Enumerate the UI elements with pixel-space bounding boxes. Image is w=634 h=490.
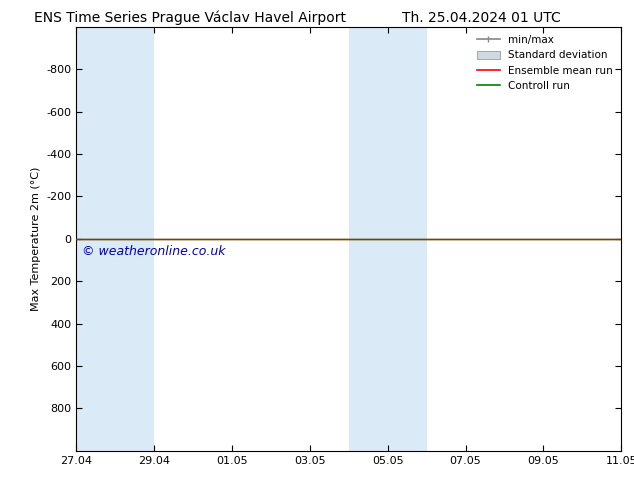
Bar [349, 27, 427, 451]
Text: © weatheronline.co.uk: © weatheronline.co.uk [82, 245, 225, 258]
Bar [76, 27, 154, 451]
Text: Th. 25.04.2024 01 UTC: Th. 25.04.2024 01 UTC [403, 11, 561, 25]
Legend: min/max, Standard deviation, Ensemble mean run, Controll run: min/max, Standard deviation, Ensemble me… [473, 31, 617, 95]
Y-axis label: Max Temperature 2m (°C): Max Temperature 2m (°C) [30, 167, 41, 311]
Text: ENS Time Series Prague Václav Havel Airport: ENS Time Series Prague Václav Havel Airp… [34, 11, 346, 25]
